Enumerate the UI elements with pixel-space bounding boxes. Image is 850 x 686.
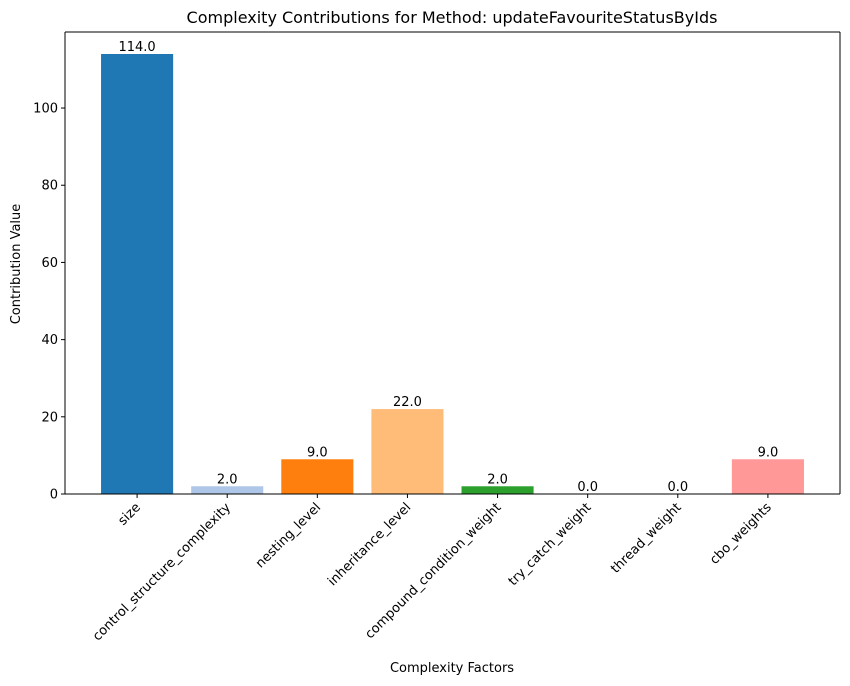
data-label-thread_weight: 0.0 [667,480,688,495]
x-tick-label-inheritance_level: inheritance_level [325,500,414,589]
y-tick-label: 60 [41,256,58,271]
x-tick-label-size: size [115,500,143,528]
chart-title: Complexity Contributions for Method: upd… [187,8,718,27]
data-label-cbo_weights: 9.0 [758,445,779,460]
data-label-inheritance_level: 22.0 [393,395,422,410]
y-axis-title: Contribution Value [9,204,24,325]
x-tick-label-nesting_level: nesting_level [253,500,324,571]
bar-inheritance_level [371,409,444,494]
x-tick-label-thread_weight: thread_weight [608,500,684,576]
data-label-nesting_level: 9.0 [307,445,328,460]
bar-size [101,54,174,494]
data-label-size: 114.0 [118,40,155,55]
x-tick-label-try_catch_weight: try_catch_weight [506,500,595,589]
bar-control_structure_complexity [191,486,264,494]
y-tick-label: 20 [41,410,58,425]
x-tick-label-control_structure_complexity: control_structure_complexity [90,500,234,644]
bar-compound_condition_weight [461,486,534,494]
y-tick-label: 100 [33,102,58,117]
data-label-control_structure_complexity: 2.0 [217,472,238,487]
y-tick-label: 40 [41,333,58,348]
x-tick-label-cbo_weights: cbo_weights [707,500,775,568]
x-axis-title: Complexity Factors [390,661,514,676]
data-label-try_catch_weight: 0.0 [577,480,598,495]
bar-cbo_weights [731,459,804,494]
y-tick-label: 80 [41,179,58,194]
plot-area: 114.0 2.0 9.0 22.0 2.0 0.0 0.0 9.0 0 20 40 60 80 100 s… [33,31,841,644]
y-tick-label: 0 [50,488,58,503]
data-label-compound_condition_weight: 2.0 [487,472,508,487]
bar-nesting_level [281,459,354,494]
